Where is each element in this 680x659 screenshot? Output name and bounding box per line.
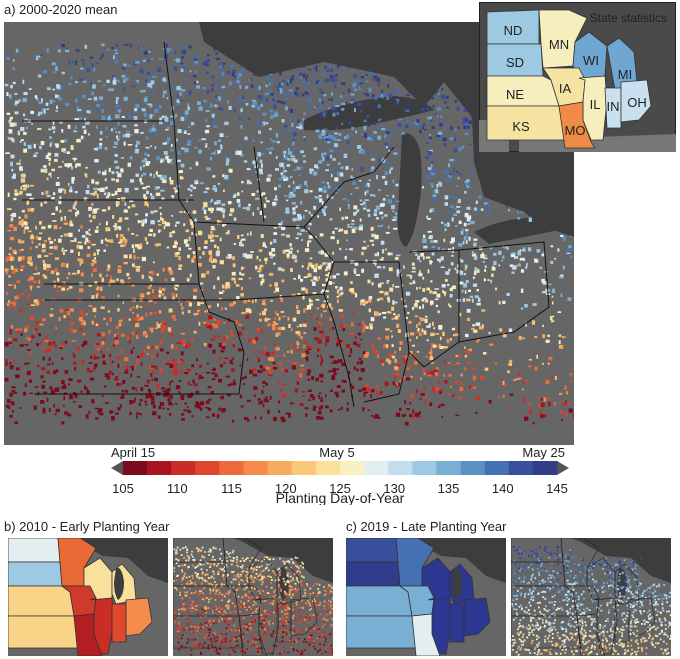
colorbar-cell <box>123 461 148 475</box>
colorbar-tick-label: 105 <box>112 481 134 496</box>
panel-canada <box>571 538 671 583</box>
inset-label-mn: MN <box>549 37 569 52</box>
panel-canada <box>233 538 333 583</box>
panel-b-state-map <box>8 538 168 656</box>
colorbar-tick-label: 115 <box>221 481 242 496</box>
colorbar-cell <box>436 461 461 475</box>
state-in <box>111 603 127 643</box>
inset-state-in <box>604 87 622 129</box>
state-nd <box>346 538 399 563</box>
colorbar-tick-label: 120 <box>275 481 297 496</box>
state-ks <box>346 615 417 649</box>
state-borders <box>22 41 550 408</box>
colorbar: April 15 May 5 May 25 105 110 115 120 125 130… <box>111 445 569 505</box>
colorbar-cell <box>315 461 341 475</box>
planting-doy-layer <box>4 42 574 426</box>
inset-state-mo <box>558 101 596 149</box>
colorbar-cell <box>412 461 437 475</box>
colorbar-title: Planting Day-of-Year <box>276 490 405 505</box>
inset-label-mo: MO <box>565 123 586 138</box>
colorbar-cell <box>171 461 196 475</box>
state-nd <box>8 538 61 563</box>
state-ks <box>8 615 79 649</box>
state-borders <box>173 538 318 656</box>
colorbar-cell <box>364 461 389 475</box>
inset-label-ne: NE <box>506 87 524 102</box>
inset-label-wi: WI <box>583 53 599 68</box>
inset-label-il: IL <box>590 97 601 112</box>
colorbar-tick-label: 125 <box>329 481 351 496</box>
colorbar-date-may25: May 25 <box>522 445 565 460</box>
state-ne <box>346 585 413 617</box>
state-oh <box>125 597 153 637</box>
inset-state-oh <box>620 79 652 123</box>
colorbar-cell <box>388 461 413 475</box>
lake-michigan <box>617 567 627 600</box>
colorbar-cell <box>219 461 244 475</box>
panel-c-title: c) 2019 - Late Planting Year <box>346 519 507 534</box>
lake-michigan <box>452 567 462 600</box>
lake-erie <box>474 217 559 244</box>
colorbar-cell <box>460 461 485 475</box>
inset-label-ia: IA <box>559 81 572 96</box>
state-in <box>449 603 465 643</box>
lake-superior <box>304 96 434 131</box>
panel-b-title: b) 2010 - Early Planting Year <box>4 519 170 534</box>
panel-c-state-map <box>346 538 506 656</box>
panel-a-title: a) 2000-2020 mean <box>4 2 118 17</box>
colorbar-cell <box>147 461 172 475</box>
colorbar-cell <box>508 461 534 475</box>
state-oh <box>463 597 491 637</box>
colorbar-tick-label: 130 <box>383 481 405 496</box>
colorbar-cell <box>267 461 293 475</box>
colorbar-cell <box>291 461 317 475</box>
panel-c-pixel-map <box>511 538 671 656</box>
inset-title: State statistics <box>590 11 667 25</box>
panel-b-pixel-map <box>173 538 333 656</box>
colorbar-cell <box>484 461 510 475</box>
inset-state-il <box>578 75 608 141</box>
pixel-layer <box>173 546 333 656</box>
state-mo <box>73 613 103 656</box>
inset-label-ks: KS <box>512 119 530 134</box>
colorbar-cell <box>195 461 220 475</box>
colorbar-left-arrow <box>111 461 123 475</box>
state-statistics-inset: State statistics ND MN SD WI MI NE IA IL IN OH KS M… <box>479 2 676 152</box>
inset-label-mi: MI <box>618 67 632 82</box>
state-sd <box>346 561 401 587</box>
inset-label-in: IN <box>607 99 620 114</box>
colorbar-right-arrow <box>557 461 569 475</box>
colorbar-tick-label: 110 <box>167 481 188 496</box>
state-ne <box>8 585 75 617</box>
inset-label-oh: OH <box>627 95 647 110</box>
colorbar-tick-label: 140 <box>492 481 514 496</box>
lake-michigan <box>397 133 422 247</box>
colorbar-tick-label: 135 <box>438 481 460 496</box>
colorbar-tick-label: 145 <box>546 481 568 496</box>
state-mo <box>411 613 441 656</box>
inset-label-sd: SD <box>506 55 524 70</box>
lake-michigan <box>114 567 124 600</box>
state-sd <box>8 561 63 587</box>
state-borders <box>511 538 656 656</box>
colorbar-date-april15: April 15 <box>111 445 155 460</box>
colorbar-cell <box>243 461 268 475</box>
colorbar-cell <box>532 461 558 475</box>
colorbar-cell <box>340 461 365 475</box>
colorbar-date-may5: May 5 <box>319 445 354 460</box>
inset-label-nd: ND <box>504 23 523 38</box>
